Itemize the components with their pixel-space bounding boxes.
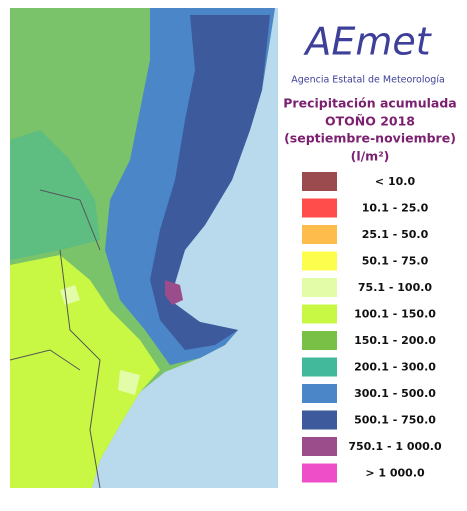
legend-swatch [302, 410, 337, 430]
legend-label: > 1 000.0 [365, 467, 425, 480]
legend-swatch [302, 225, 337, 244]
legend-label: 100.1 - 150.0 [354, 308, 436, 321]
legend-label: 500.1 - 750.0 [354, 414, 436, 427]
legend-label: 75.1 - 100.0 [358, 281, 433, 294]
title-line: OTOÑO 2018 [325, 114, 415, 129]
legend-label: 200.1 - 300.0 [354, 361, 436, 374]
legend-swatch [302, 198, 337, 218]
legend-label: 10.1 - 25.0 [362, 202, 429, 215]
map [9, 8, 278, 489]
legend-swatch [302, 357, 337, 377]
borders [9, 189, 101, 489]
logo: AEmet Agencia Estatal de Meteorología [291, 20, 445, 86]
legend-label: 50.1 - 75.0 [362, 255, 429, 268]
title-line: (septiembre-noviembre) [284, 131, 456, 146]
legend-swatch [302, 463, 337, 483]
legend-label: 25.1 - 50.0 [362, 228, 429, 241]
region-purple [165, 280, 183, 305]
legend-swatch [302, 172, 337, 191]
region-yellow-green [10, 255, 160, 488]
region-light [60, 285, 140, 395]
legend-swatch [302, 278, 337, 297]
legend-swatch [302, 384, 337, 403]
logo-name: AEmet [302, 20, 432, 64]
legend-label: 750.1 - 1 000.0 [348, 440, 442, 453]
region-dark-blue [150, 15, 270, 350]
title-unit: (l/m²) [351, 149, 390, 164]
logo-agency: Agencia Estatal de Meteorología [291, 75, 445, 86]
legend-label: < 10.0 [375, 175, 416, 188]
legend-swatch [302, 437, 337, 456]
legend-swatch [302, 304, 337, 324]
legend-swatch [302, 251, 337, 271]
title-line: Precipitación acumulada [283, 96, 456, 111]
legend-swatch [302, 331, 337, 350]
region-teal [10, 130, 100, 260]
legend: < 10.0 10.1 - 25.0 25.1 - 50.0 50.1 - 75.0 7… [302, 172, 442, 483]
legend-label: 300.1 - 500.0 [354, 387, 436, 400]
legend-label: 150.1 - 200.0 [354, 334, 436, 347]
